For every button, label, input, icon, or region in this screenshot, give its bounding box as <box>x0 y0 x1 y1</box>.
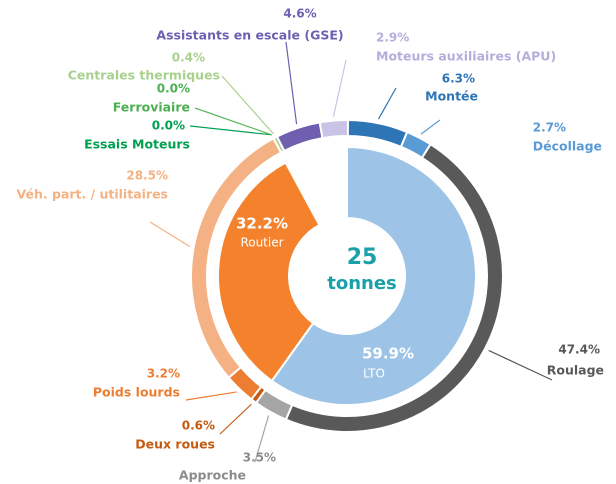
inner-category-label: Routier <box>240 236 283 250</box>
leader-line <box>189 125 272 136</box>
outer-category-label: Assistants en escale (GSE) <box>156 28 343 43</box>
outer-category-label: Montée <box>425 89 478 104</box>
leader-line <box>420 119 441 135</box>
outer-value-label: 2.9% <box>376 31 409 45</box>
outer-category-label: Roulage <box>547 363 604 378</box>
outer-segment <box>346 118 409 149</box>
outer-category-label: Centrales thermiques <box>68 68 220 83</box>
outer-category-label: Moteurs auxiliaires (APU) <box>376 49 556 64</box>
outer-value-label: 2.7% <box>533 121 566 135</box>
outer-category-label: Décollage <box>533 139 602 154</box>
outer-category-label: Ferroviaire <box>113 100 190 115</box>
leader-line <box>221 75 274 135</box>
leader-line <box>194 107 272 136</box>
outer-category-label: Essais Moteurs <box>84 137 190 152</box>
outer-value-label: 4.6% <box>283 7 316 21</box>
outer-segment <box>318 119 349 140</box>
outer-category-label: Approche <box>179 468 246 483</box>
outer-value-label: 0.6% <box>182 419 215 433</box>
inner-segment <box>217 161 321 383</box>
outer-category-label: Poids lourds <box>93 385 180 400</box>
leader-line <box>488 349 553 381</box>
outer-value-label: 47.4% <box>558 343 600 357</box>
center-total: 25 <box>347 245 378 270</box>
outer-value-label: 0.0% <box>152 119 185 133</box>
outer-category-label: Deux roues <box>135 437 215 452</box>
outer-value-label: 0.4% <box>172 51 205 65</box>
outer-value-label: 28.5% <box>126 169 168 183</box>
outer-value-label: 0.0% <box>157 82 190 96</box>
inner-value-label: 32.2% <box>236 215 288 233</box>
outer-value-label: 6.3% <box>442 72 475 86</box>
leader-line <box>219 403 252 435</box>
center-unit: tonnes <box>327 273 397 294</box>
inner-category-label: LTO <box>363 367 385 381</box>
outer-category-label: Véh. part. / utilitaires <box>16 187 168 202</box>
leader-line <box>377 87 397 120</box>
outer-value-label: 3.2% <box>147 367 180 381</box>
leader-line <box>285 41 298 125</box>
outer-segment <box>275 121 324 153</box>
outer-value-label: 3.5% <box>243 451 276 465</box>
leader-line <box>254 415 270 463</box>
labels: 59.9% LTO 32.2% Routier 6.3% Montée 2.7% Décoll… <box>16 7 604 483</box>
leader-line <box>332 59 347 117</box>
leader-line <box>185 391 237 401</box>
rings <box>190 118 504 433</box>
leader-line <box>149 221 191 248</box>
inner-value-label: 59.9% <box>362 345 414 363</box>
inner-segment <box>270 145 477 406</box>
